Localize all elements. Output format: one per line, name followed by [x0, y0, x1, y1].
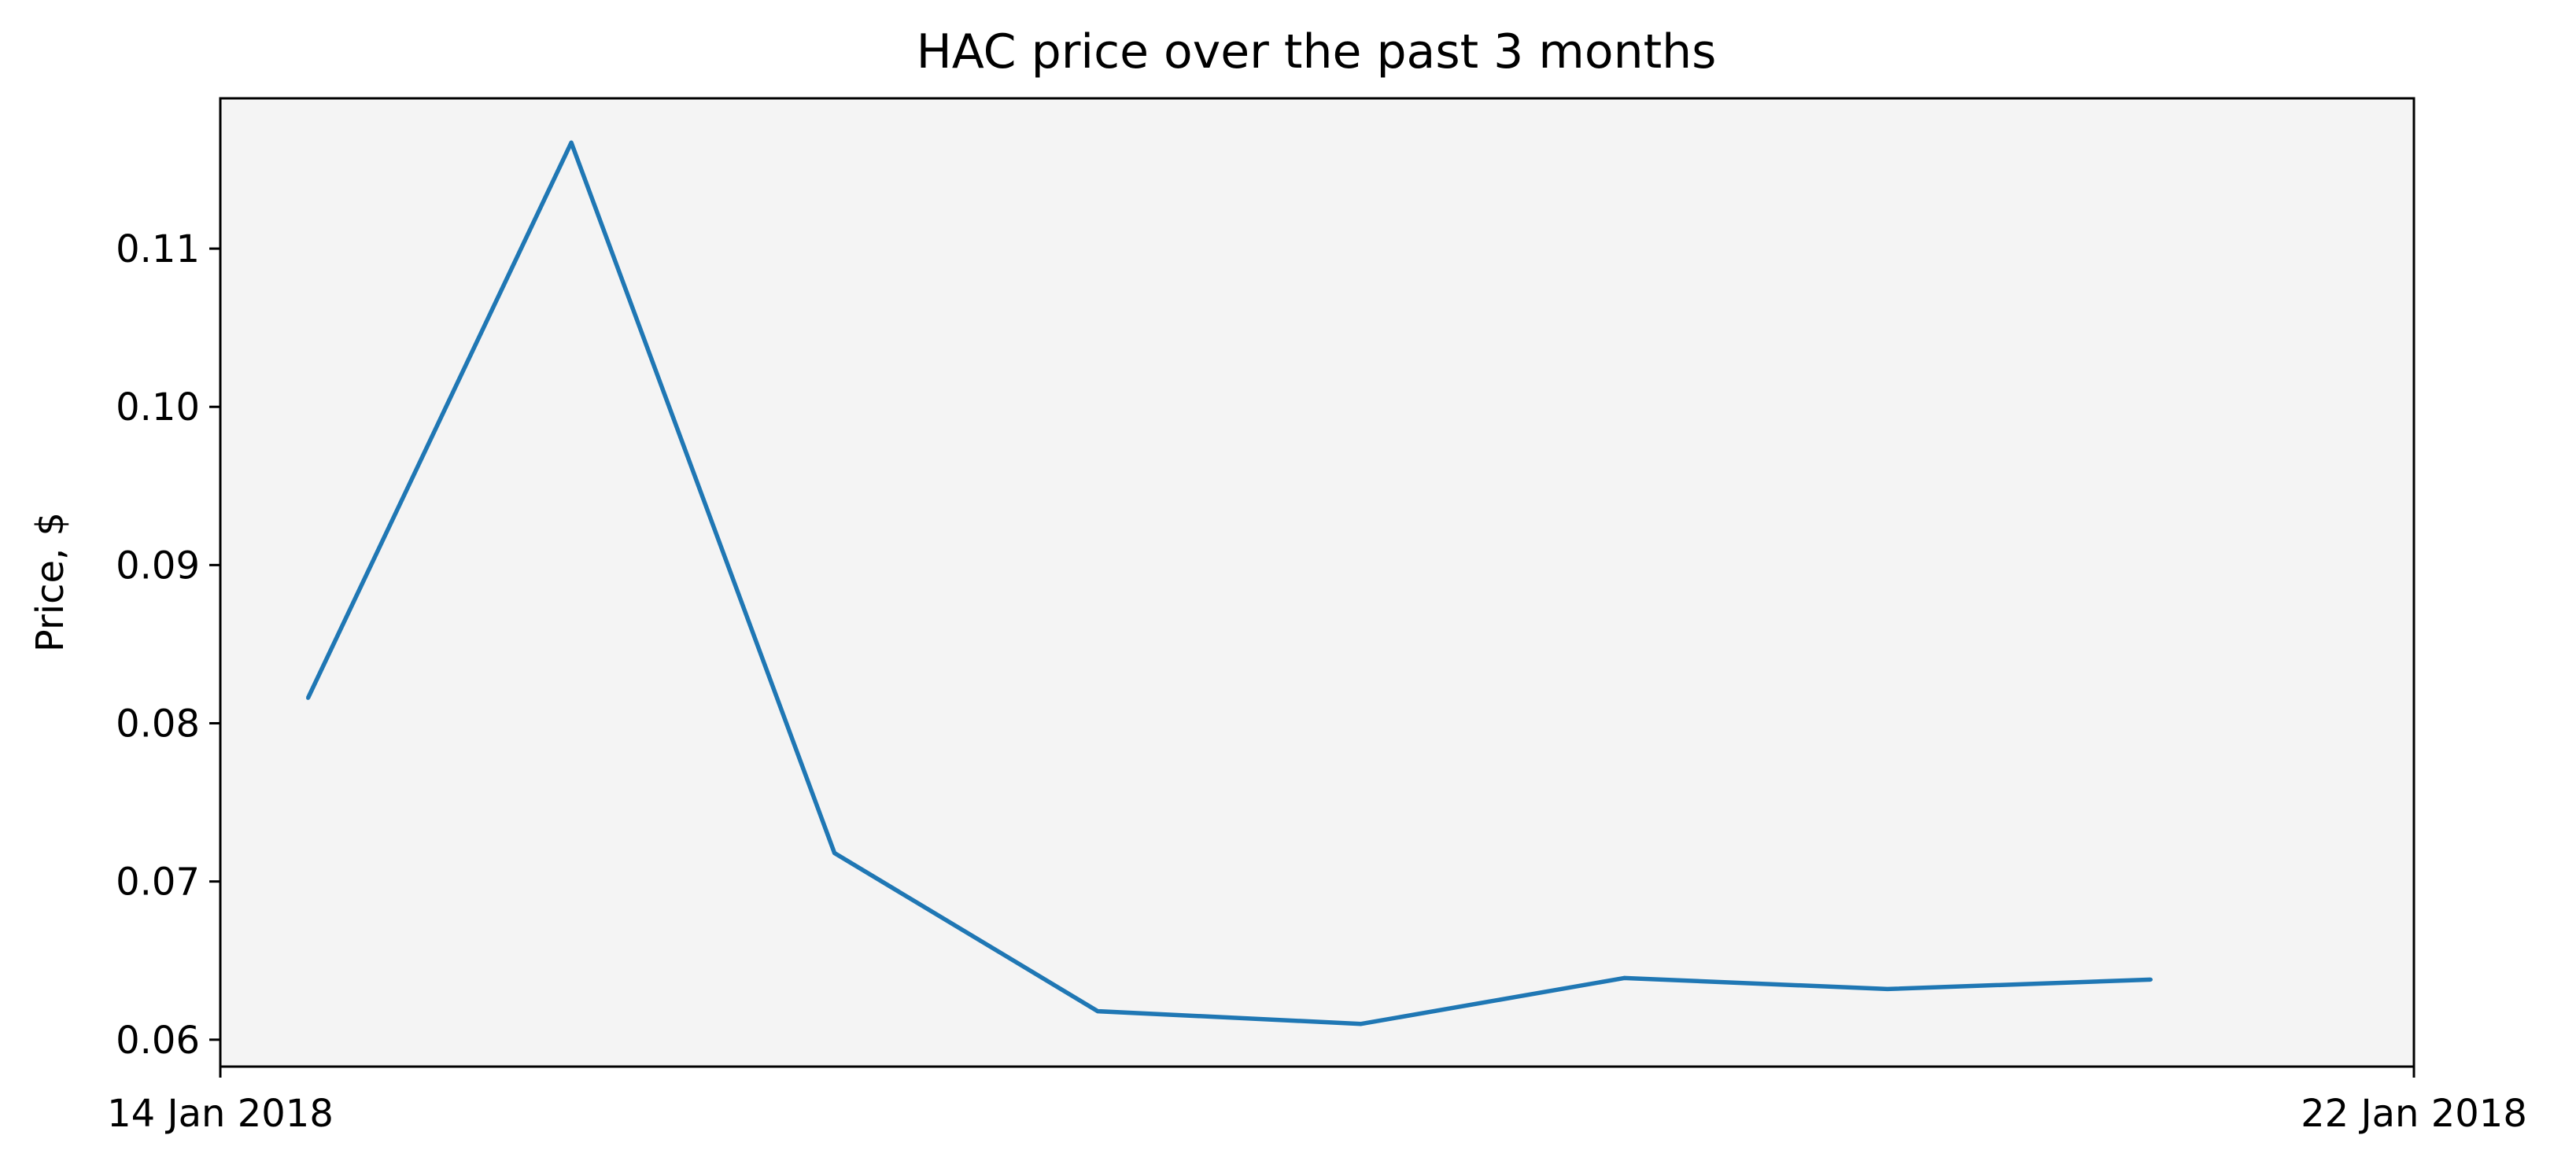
- data-point: [1359, 1022, 1364, 1026]
- y-tick-label: 0.06: [116, 1019, 200, 1063]
- x-tick-label: 22 Jan 2018: [2301, 1092, 2527, 1136]
- data-point: [1885, 986, 1890, 991]
- data-point: [1095, 1009, 1100, 1014]
- y-axis-label: Price, $: [28, 512, 72, 652]
- data-point: [306, 695, 311, 700]
- data-points: [306, 140, 2153, 1026]
- chart-title: HAC price over the past 3 months: [917, 24, 1717, 79]
- plot-frame: [219, 97, 2415, 1068]
- y-tick-label: 0.11: [116, 227, 200, 271]
- x-tick-label: 14 Jan 2018: [107, 1092, 334, 1136]
- y-tick-label: 0.09: [116, 544, 200, 588]
- data-point: [1622, 975, 1626, 980]
- y-tick-label: 0.07: [116, 861, 200, 905]
- data-point: [569, 140, 574, 145]
- y-tick-label: 0.10: [116, 385, 200, 429]
- x-axis: 14 Jan 2018 22 Jan 2018: [107, 1067, 2527, 1136]
- plot-area: [220, 98, 2414, 1067]
- y-axis: 0.06 0.07 0.08 0.09 0.10 0.11: [116, 227, 220, 1063]
- y-tick-label: 0.08: [116, 702, 200, 746]
- price-series-line: [306, 140, 2151, 1026]
- data-point: [2148, 977, 2153, 982]
- data-point: [832, 850, 837, 855]
